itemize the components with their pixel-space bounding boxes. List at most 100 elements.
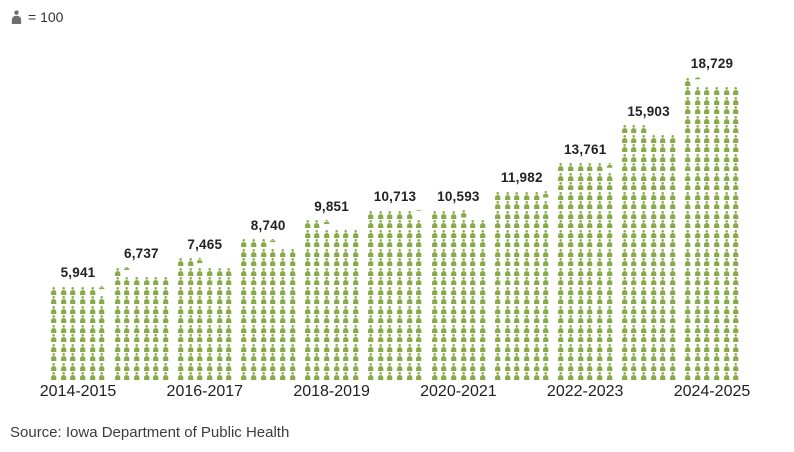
person-icon (133, 333, 141, 342)
person-icon (576, 190, 584, 200)
person-icon (313, 228, 321, 238)
person-icon (430, 342, 438, 352)
person-icon (494, 371, 502, 380)
person-icon (162, 361, 170, 371)
person-icon (659, 276, 667, 285)
person-icon (630, 162, 638, 171)
person-icon (415, 314, 423, 323)
person-icon (620, 219, 628, 228)
person-icon (288, 361, 296, 371)
person-icon (732, 361, 740, 371)
person-icon (732, 238, 740, 247)
person-icon (693, 114, 701, 124)
person-icon (396, 361, 404, 371)
person-icon (620, 342, 628, 352)
person-icon (313, 247, 321, 257)
person-icon (532, 219, 540, 228)
person-icon (513, 371, 521, 380)
person-icon (250, 314, 258, 323)
person-icon (225, 285, 233, 295)
person-icon (342, 285, 350, 295)
person-icon (669, 314, 677, 323)
person-icon (620, 181, 628, 190)
person-icon (240, 361, 248, 371)
person-icon (323, 314, 331, 323)
person-icon (430, 333, 438, 342)
person-icon (269, 333, 277, 342)
person-icon-partial (323, 219, 331, 230)
person-icon (415, 228, 423, 238)
person-icon (732, 247, 740, 257)
person-icon (279, 314, 287, 323)
person-icon (703, 247, 711, 257)
person-icon (450, 314, 458, 323)
person-icon (713, 314, 721, 323)
person-icon (620, 333, 628, 342)
person-icon (703, 181, 711, 190)
person-icon (177, 266, 185, 276)
person-icon (396, 257, 404, 266)
person-icon (405, 238, 413, 247)
person-icon (567, 190, 575, 200)
bar-value-label: 10,593 (437, 189, 480, 204)
person-icon (640, 314, 648, 323)
person-icon (576, 285, 584, 295)
person-icon (396, 285, 404, 295)
person-icon (586, 276, 594, 285)
person-icon (313, 371, 321, 380)
person-icon (303, 266, 311, 276)
person-icon (396, 295, 404, 304)
person-icon (576, 314, 584, 323)
person-icon (630, 133, 638, 143)
person-icon (206, 352, 214, 361)
person-icon (430, 228, 438, 238)
person-icon (494, 352, 502, 361)
person-icon (50, 323, 58, 333)
person-icon (288, 352, 296, 361)
person-icon (396, 219, 404, 228)
person-icon (405, 295, 413, 304)
person-icon (450, 209, 458, 219)
person-icon (684, 352, 692, 361)
person-icon (722, 257, 730, 266)
x-axis-label: 2022-2023 (546, 383, 624, 400)
person-icon (703, 124, 711, 133)
person-icon (513, 285, 521, 295)
person-icon (250, 257, 258, 266)
person-icon (313, 285, 321, 295)
person-icon (640, 162, 648, 171)
person-icon (693, 285, 701, 295)
person-icon (288, 266, 296, 276)
chart-legend: = 100 (10, 9, 63, 25)
person-icon (542, 257, 550, 266)
person-icon (649, 162, 657, 171)
person-icon (152, 371, 160, 380)
person-icon (620, 228, 628, 238)
person-icon (640, 352, 648, 361)
person-icon (342, 247, 350, 257)
person-icon (177, 285, 185, 295)
person-icon (479, 314, 487, 323)
person-icon (503, 276, 511, 285)
person-icon (732, 333, 740, 342)
person-icon (542, 228, 550, 238)
person-icon (342, 333, 350, 342)
person-icon (162, 333, 170, 342)
person-icon (630, 257, 638, 266)
person-icon (713, 86, 721, 95)
person-icon (576, 295, 584, 304)
person-icon (557, 304, 565, 314)
person-icon (313, 342, 321, 352)
person-icon (469, 238, 477, 247)
person-icon (269, 247, 277, 257)
person-icon (542, 266, 550, 276)
person-icon (640, 152, 648, 162)
person-icon (303, 342, 311, 352)
person-icon (503, 342, 511, 352)
person-icon (596, 257, 604, 266)
person-icon (430, 219, 438, 228)
person-icon (386, 247, 394, 257)
person-icon (513, 304, 521, 314)
person-icon (732, 371, 740, 380)
person-icon (596, 276, 604, 285)
